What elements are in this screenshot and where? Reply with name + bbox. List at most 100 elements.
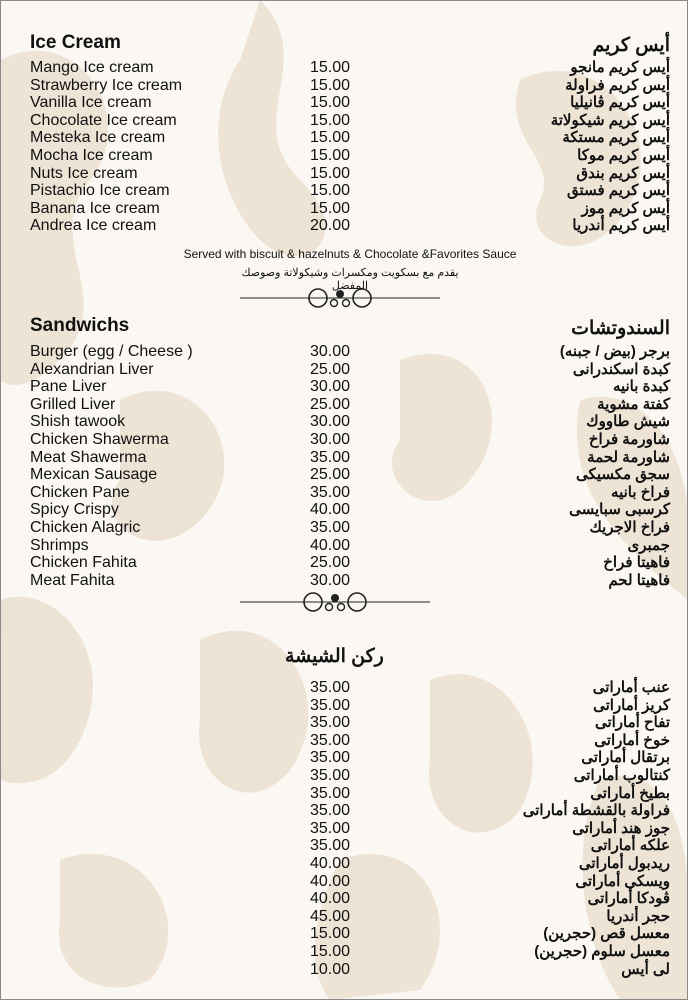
item-name-en: Mesteka Ice cream: [30, 129, 166, 147]
menu-item: 35.00 علكه أماراتى: [0, 837, 688, 855]
item-name-ar: سجق مكسيكى: [576, 466, 670, 484]
item-price: 15.00: [310, 146, 351, 164]
item-name-ar: فراخ الاجريك: [589, 518, 670, 536]
item-name-ar: كريز أماراتى: [593, 696, 670, 714]
menu-item: Andrea Ice cream 20.00 أيس كريم أندريا: [0, 217, 688, 235]
menu-item: 35.00 كريز أماراتى: [0, 697, 688, 715]
item-name-en: Chicken Shawerma: [30, 430, 169, 448]
menu-item: 35.00 تفاح أماراتى: [0, 714, 688, 732]
menu-item: Chicken Alagric 35.00 فراخ الاجريك: [0, 519, 688, 537]
item-price: 15.00: [310, 111, 351, 129]
item-price: 30.00: [310, 413, 351, 431]
item-price: 35.00: [310, 679, 351, 696]
item-name-en: Chocolate Ice cream: [30, 111, 177, 129]
item-name-en: Shish tawook: [30, 413, 126, 431]
item-name-ar: لى أيس: [621, 960, 670, 978]
item-price: 15.00: [310, 925, 351, 943]
item-name-en: Meat Fahita: [30, 571, 115, 589]
item-price: 35.00: [310, 802, 351, 820]
item-price: 35.00: [310, 837, 351, 855]
item-price: 35.00: [310, 749, 351, 767]
item-price: 45.00: [310, 907, 351, 925]
item-price: 35.00: [310, 731, 351, 749]
menu-item: Alexandrian Liver 25.00 كبدة اسكندرانى: [0, 361, 688, 379]
menu-item: Mango Ice cream 15.00 أيس كريم مانجو: [0, 59, 688, 77]
item-price: 15.00: [310, 76, 351, 94]
ornament-divider: [240, 288, 440, 308]
item-price: 40.00: [310, 854, 351, 872]
item-name-ar: فراخ بانيه: [611, 483, 670, 501]
item-price: 30.00: [310, 378, 351, 396]
item-name-en: Burger (egg / Cheese ): [30, 343, 193, 360]
ice-cream-title-ar: أيس كريم: [592, 35, 670, 56]
item-price: 15.00: [310, 164, 351, 182]
menu-item: 35.00 كنتالوب أماراتى: [0, 767, 688, 785]
menu-item: 35.00 فراولة بالقشطة أماراتى: [0, 802, 688, 820]
menu-item: Chicken Shawerma 30.00 شاورمة فراخ: [0, 431, 688, 449]
item-price: 30.00: [310, 571, 351, 589]
sandwiches-title-en: Sandwichs: [30, 315, 130, 336]
menu-item: Chicken Pane 35.00 فراخ بانيه: [0, 484, 688, 502]
item-name-ar: أيس كريم موكا: [577, 146, 670, 164]
item-name-ar: ويسكى أماراتى: [575, 872, 670, 890]
item-price: 25.00: [310, 554, 351, 572]
menu-item: 35.00 جوز هند أماراتى: [0, 820, 688, 838]
ice-cream-title-en: Ice Cream: [30, 32, 121, 53]
sandwiches-section: Sandwichs السندوتشات Burger (egg / Chees…: [0, 300, 688, 600]
item-name-en: Strawberry Ice cream: [30, 76, 183, 94]
item-name-en: Pane Liver: [30, 378, 107, 396]
menu-item: 10.00 لى أيس: [0, 961, 688, 979]
item-price: 40.00: [310, 536, 351, 554]
menu-item: 15.00 معسل سلوم (حجرين): [0, 943, 688, 961]
item-price: 40.00: [310, 890, 351, 908]
shisha-section: ركن الشيشة 35.00 عنب أماراتى 35.00 كريز أما…: [0, 640, 688, 1000]
item-price: 10.00: [310, 960, 351, 978]
item-name-ar: برتقال أماراتى: [581, 749, 670, 767]
menu-item: 35.00 عنب أماراتى: [0, 679, 688, 697]
menu-item: 40.00 ريدبول أماراتى: [0, 855, 688, 873]
item-name-ar: أيس كريم فستق: [567, 182, 670, 200]
menu-item: Burger (egg / Cheese ) 30.00 برجر (بيض / ج…: [0, 343, 688, 361]
menu-item: Pistachio Ice cream 15.00 أيس كريم فستق: [0, 182, 688, 200]
item-name-ar: كرسبى سبايسى: [569, 501, 670, 519]
menu-item: Nuts Ice cream 15.00 أيس كريم بندق: [0, 165, 688, 183]
item-price: 15.00: [310, 94, 351, 112]
item-name-ar: فاهيتا لحم: [608, 571, 670, 589]
item-name-en: Chicken Alagric: [30, 518, 141, 536]
item-name-en: Andrea Ice cream: [30, 217, 157, 235]
item-name-ar: أيس كريم فراولة: [565, 76, 670, 94]
menu-item: 40.00 ڤودكا أماراتى: [0, 890, 688, 908]
item-price: 35.00: [310, 483, 351, 501]
menu-item: Strawberry Ice cream 15.00 أيس كريم فراولة: [0, 77, 688, 95]
menu-item: 40.00 ويسكى أماراتى: [0, 873, 688, 891]
item-name-ar: أيس كريم أندريا: [572, 217, 670, 235]
item-price: 35.00: [310, 784, 351, 802]
menu-item: Grilled Liver 25.00 كفتة مشوية: [0, 396, 688, 414]
item-price: 35.00: [310, 819, 351, 837]
item-price: 35.00: [310, 766, 351, 784]
menu-item: Vanilla Ice cream 15.00 أيس كريم ڤانيليا: [0, 94, 688, 112]
item-name-ar: أيس كريم ڤانيليا: [570, 94, 670, 112]
item-price: 35.00: [310, 714, 351, 732]
ice-cream-note-en: Served with biscuit & hazelnuts & Chocol…: [183, 247, 517, 261]
item-price: 25.00: [310, 360, 351, 378]
item-name-ar: تفاح أماراتى: [594, 714, 670, 732]
item-name-ar: أيس كريم موز: [581, 199, 670, 217]
item-price: 25.00: [310, 466, 351, 484]
menu-item: Shrimps 40.00 جمبرى: [0, 537, 688, 555]
item-name-en: Shrimps: [30, 536, 89, 554]
item-price: 40.00: [310, 872, 351, 890]
menu-item: Mocha Ice cream 15.00 أيس كريم موكا: [0, 147, 688, 165]
menu-item: Chicken Fahita 25.00 فاهيتا فراخ: [0, 554, 688, 572]
item-name-ar: أيس كريم مستكة: [562, 129, 670, 147]
item-price: 15.00: [310, 942, 351, 960]
item-name-ar: خوخ أماراتى: [594, 731, 670, 749]
menu-item: Mexican Sausage 25.00 سجق مكسيكى: [0, 466, 688, 484]
item-name-en: Meat Shawerma: [30, 448, 147, 466]
item-price: 20.00: [310, 217, 351, 235]
item-name-en: Grilled Liver: [30, 395, 116, 413]
item-price: 35.00: [310, 448, 351, 466]
ice-cream-section: Ice Cream أيس كريم Mango Ice cream 15.00 أ…: [0, 0, 688, 300]
item-name-en: Alexandrian Liver: [30, 360, 154, 378]
